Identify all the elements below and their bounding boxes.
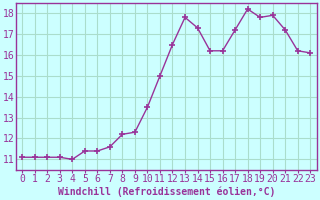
X-axis label: Windchill (Refroidissement éolien,°C): Windchill (Refroidissement éolien,°C) <box>58 187 275 197</box>
